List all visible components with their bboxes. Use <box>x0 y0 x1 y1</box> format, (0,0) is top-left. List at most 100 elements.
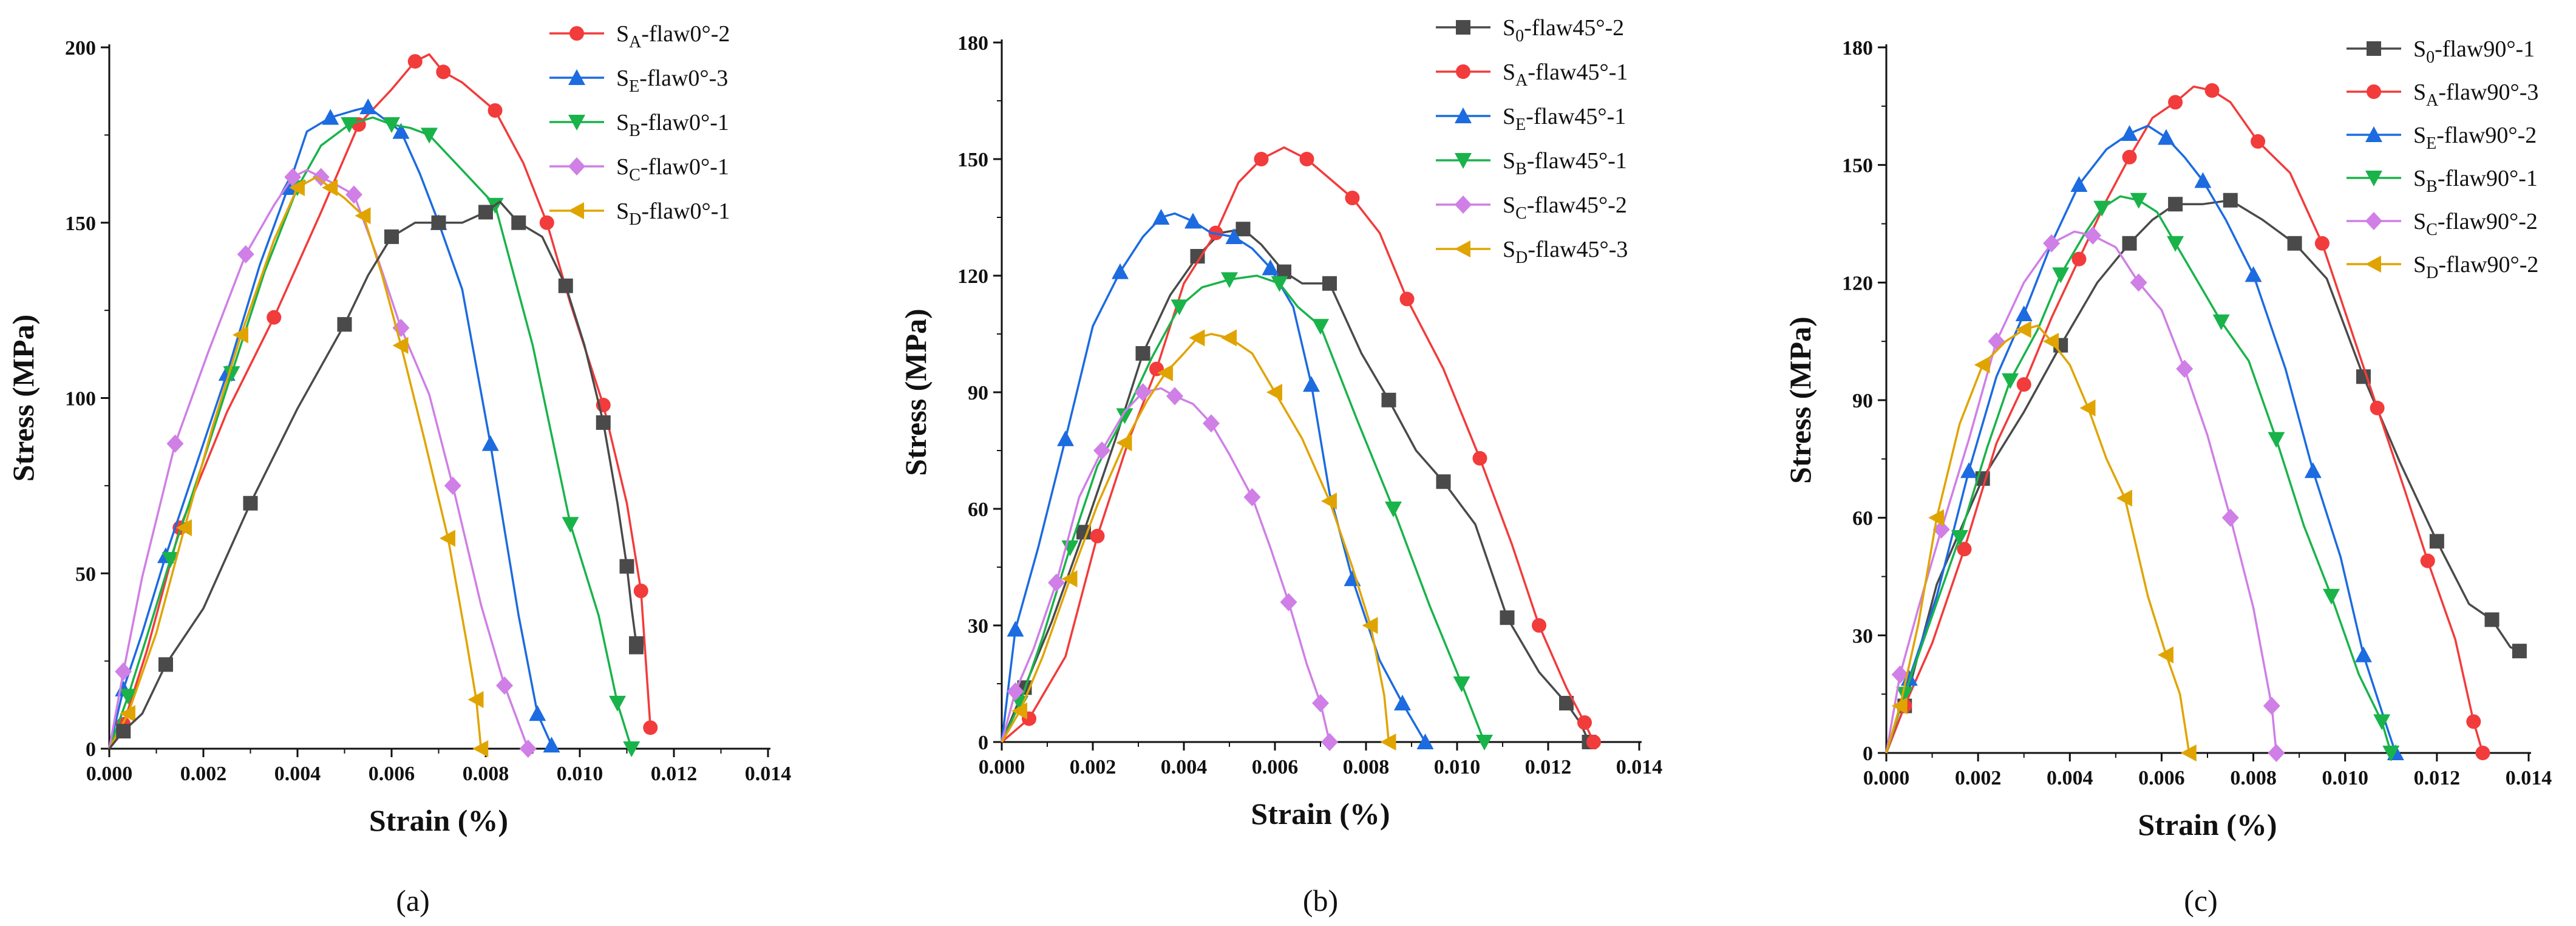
data-point <box>2015 321 2031 338</box>
data-point <box>1134 383 1152 401</box>
data-point <box>2466 714 2481 729</box>
data-point <box>1007 621 1024 637</box>
data-point <box>2116 489 2132 507</box>
data-point <box>2287 236 2302 251</box>
series-SB <box>1885 192 2400 761</box>
y-axis-label: Stress (MPa) <box>899 308 933 475</box>
data-point <box>609 695 626 712</box>
data-point <box>1312 694 1329 712</box>
y-tick-label: 90 <box>1852 390 1873 412</box>
legend-entry: SB-flaw0°-1 <box>616 110 729 140</box>
legend-entry: SA-flaw90°-3 <box>2413 80 2538 110</box>
data-point <box>558 278 573 293</box>
data-point <box>1960 462 1978 478</box>
data-point <box>1532 618 1546 633</box>
legend-entry: SE-flaw90°-2 <box>2413 123 2537 153</box>
data-point <box>1112 263 1129 279</box>
x-tick-label: 0.012 <box>2414 767 2461 789</box>
data-point <box>2194 172 2212 188</box>
x-tick-label: 0.000 <box>1863 767 1910 789</box>
data-point <box>481 435 499 451</box>
data-point <box>1362 617 1378 634</box>
legend: S0-flaw45°-2 SA-flaw45°-1 SE-flaw45°-1 SB-f… <box>1436 15 1628 267</box>
x-tick-label: 0.008 <box>2230 767 2277 789</box>
data-point <box>2168 197 2183 212</box>
series-SD <box>108 175 489 757</box>
y-tick-label: 0 <box>1863 743 1873 765</box>
data-point <box>115 662 132 681</box>
legend-entry: SC-flaw45°-2 <box>1503 192 1627 223</box>
series-line <box>1885 85 2484 754</box>
data-point <box>2157 646 2173 664</box>
data-point <box>2512 644 2527 659</box>
data-point <box>1321 733 1338 751</box>
data-point <box>2070 175 2088 192</box>
data-point <box>1243 488 1261 506</box>
data-point <box>2429 534 2444 549</box>
data-point <box>267 310 282 325</box>
series-line <box>108 116 633 749</box>
data-point <box>312 168 330 186</box>
panel-caption: (c) <box>2184 883 2218 917</box>
data-point <box>359 98 377 115</box>
data-point <box>472 740 489 757</box>
data-point <box>1171 299 1188 316</box>
data-point <box>1399 291 1415 307</box>
data-point <box>2204 83 2220 98</box>
x-tick-label: 0.012 <box>1525 756 1572 778</box>
x-tick-label: 0.004 <box>274 763 321 785</box>
data-point <box>1891 665 1909 684</box>
data-point <box>1312 319 1329 335</box>
data-point <box>1381 392 1396 407</box>
data-point <box>1135 346 1150 361</box>
legend: SA-flaw0°-2 SE-flaw0°-3 SB-flaw0°-1 SC-flaw… <box>549 21 730 229</box>
series-SC <box>108 168 537 758</box>
y-tick-label: 150 <box>957 149 988 171</box>
data-point <box>2130 192 2147 209</box>
legend-entry: SB-flaw90°-1 <box>2413 166 2538 196</box>
y-axis-label: Stress (MPa) <box>1783 316 1817 483</box>
data-point <box>2130 273 2147 292</box>
data-point <box>2093 200 2111 217</box>
legend: S0-flaw90°-1 SA-flaw90°-3 SE-flaw90°-2 SB-f… <box>2347 36 2538 282</box>
x-tick-label: 0.004 <box>2047 767 2093 789</box>
legend-entry: S0-flaw90°-1 <box>2413 36 2535 67</box>
y-tick-label: 100 <box>65 388 96 410</box>
data-point <box>1266 384 1282 401</box>
data-point <box>284 168 302 186</box>
data-point <box>243 495 258 511</box>
data-point <box>1048 573 1065 592</box>
data-point <box>1436 474 1451 489</box>
data-point <box>166 434 184 453</box>
data-point <box>1974 356 1990 373</box>
data-point <box>444 476 461 495</box>
data-point <box>440 529 455 547</box>
data-point <box>1299 152 1314 166</box>
data-point <box>496 676 513 695</box>
data-point <box>2251 134 2266 149</box>
data-point <box>1225 228 1243 244</box>
legend-marker <box>1456 20 1470 35</box>
legend-marker <box>2365 256 2381 273</box>
data-point <box>1061 570 1078 588</box>
data-point <box>539 215 554 230</box>
y-tick-label: 30 <box>1852 625 1873 647</box>
data-point <box>1416 734 1434 749</box>
data-point <box>467 691 484 709</box>
legend-marker <box>2365 126 2382 142</box>
x-tick-label: 0.010 <box>1434 756 1481 778</box>
legend-marker <box>568 69 585 85</box>
data-point <box>1394 695 1411 710</box>
y-tick-label: 60 <box>1852 508 1873 530</box>
series-line <box>1001 387 1331 743</box>
data-point <box>120 689 137 705</box>
legend-entry: SE-flaw0°-3 <box>616 66 728 96</box>
data-point <box>1189 329 1205 347</box>
data-point <box>1453 676 1470 692</box>
data-point <box>2176 359 2194 378</box>
y-tick-label: 30 <box>968 615 988 638</box>
y-tick-label: 180 <box>1842 37 1873 60</box>
legend-entry: SE-flaw45°-1 <box>1503 104 1626 134</box>
series-line <box>108 106 553 749</box>
